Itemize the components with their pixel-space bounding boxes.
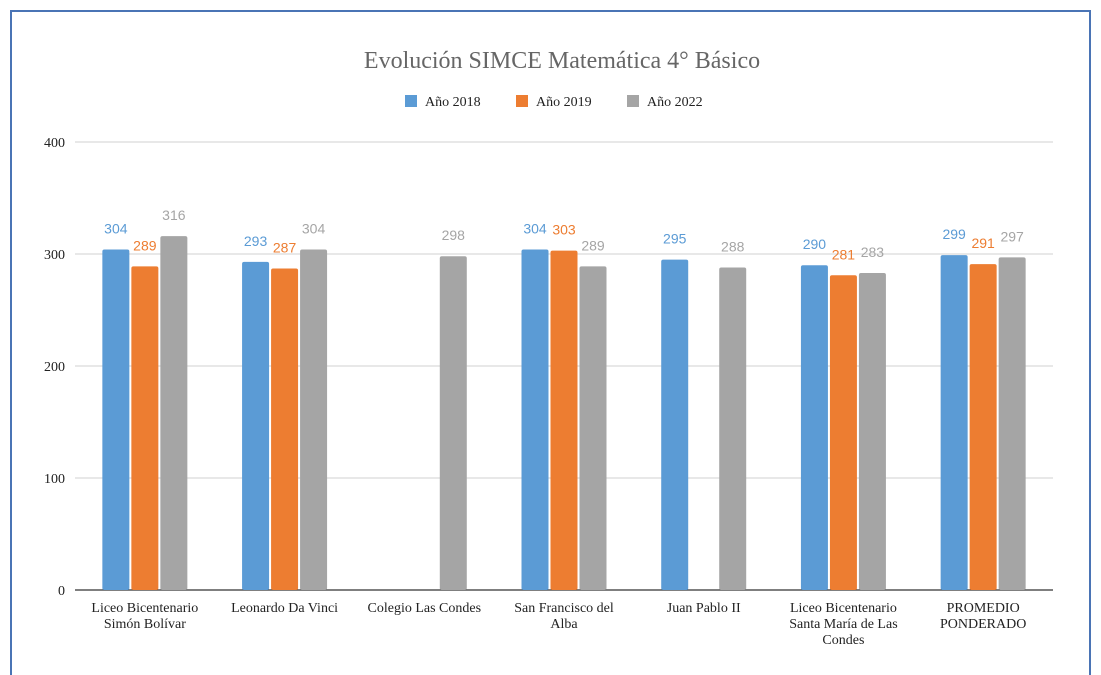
bar-1-series-2 <box>131 266 159 590</box>
data-label-2-series-2: 287 <box>273 240 297 256</box>
data-labels: 304 289 316 293 287 304 298 304 303 289 295 288 290 2… <box>104 207 1024 262</box>
legend-label-1: Año 2018 <box>425 95 481 110</box>
data-label-4-series-2: 303 <box>552 222 576 238</box>
legend-label-2: Año 2019 <box>536 95 592 110</box>
legend: Año 2018 Año 2019 Año 2022 <box>405 95 703 110</box>
legend-swatch-1 <box>405 95 417 107</box>
y-tick-label: 200 <box>44 360 65 375</box>
y-axis: 0 100 200 300 400 <box>44 136 65 599</box>
bar-4-series-1 <box>521 249 549 590</box>
bar-2-series-2 <box>271 268 299 590</box>
legend-swatch-3 <box>627 95 639 107</box>
data-label-1-series-3: 316 <box>162 207 186 223</box>
data-label-4-series-3: 289 <box>581 237 605 253</box>
bar-5-series-3 <box>719 267 747 590</box>
bar-1-series-1 <box>102 249 130 590</box>
x-axis: Liceo Bicentenario Simón Bolívar Leonardo … <box>91 601 1026 648</box>
bar-6-series-2 <box>829 275 857 590</box>
bars <box>102 236 1026 590</box>
legend-swatch-2 <box>516 95 528 107</box>
data-label-6-series-2: 281 <box>832 246 856 262</box>
data-label-2-series-3: 304 <box>302 221 326 237</box>
bar-7-series-1 <box>940 255 968 590</box>
data-label-5-series-3: 288 <box>721 238 745 254</box>
legend-label-3: Año 2022 <box>647 95 703 110</box>
bar-3-series-3 <box>439 256 467 590</box>
bar-6-series-1 <box>800 265 828 590</box>
data-label-1-series-2: 289 <box>133 237 157 253</box>
x-category-label-7: PROMEDIO PONDERADO <box>940 601 1026 632</box>
data-label-2-series-1: 293 <box>244 233 268 249</box>
bar-5-series-1 <box>661 259 689 590</box>
bar-2-series-3 <box>300 249 328 590</box>
x-category-label-1: Liceo Bicentenario Simón Bolívar <box>91 601 198 632</box>
x-category-label-4: San Francisco del Alba <box>514 601 614 632</box>
bar-6-series-3 <box>858 273 886 590</box>
x-category-label-5: Juan Pablo II <box>667 601 741 616</box>
bar-4-series-3 <box>579 266 607 590</box>
y-tick-label: 300 <box>44 248 65 263</box>
data-label-6-series-3: 283 <box>861 244 885 260</box>
data-label-7-series-1: 299 <box>942 226 966 242</box>
data-label-5-series-1: 295 <box>663 231 687 247</box>
data-label-1-series-1: 304 <box>104 221 128 237</box>
bar-4-series-2 <box>550 250 578 590</box>
x-category-label-6: Liceo Bicentenario Santa María de Las Cond… <box>789 601 897 648</box>
x-category-label-2: Leonardo Da Vinci <box>231 601 338 616</box>
y-tick-label: 100 <box>44 472 65 487</box>
data-label-7-series-2: 291 <box>971 235 995 251</box>
bar-1-series-3 <box>160 236 188 590</box>
data-label-3-series-3: 298 <box>442 227 466 243</box>
data-label-6-series-1: 290 <box>803 236 827 252</box>
data-label-4-series-1: 304 <box>523 221 547 237</box>
x-category-label-3: Colegio Las Condes <box>368 601 482 616</box>
chart-title: Evolución SIMCE Matemática 4° Básico <box>364 48 760 74</box>
y-tick-label: 400 <box>44 136 65 151</box>
bar-7-series-3 <box>998 257 1026 590</box>
bar-2-series-1 <box>242 261 270 590</box>
bar-7-series-2 <box>969 264 997 590</box>
data-label-7-series-3: 297 <box>1000 228 1024 244</box>
y-tick-label: 0 <box>58 584 65 599</box>
